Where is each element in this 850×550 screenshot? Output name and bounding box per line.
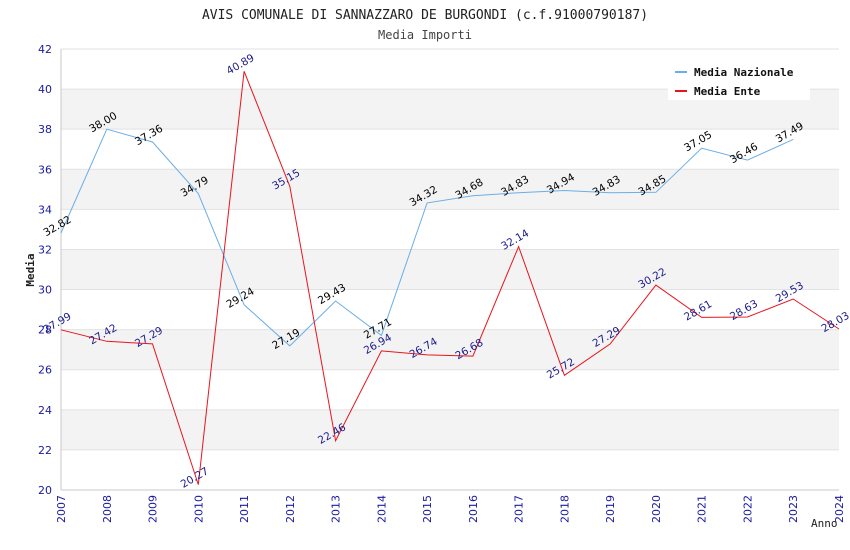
x-tick-label: 2019 [604, 495, 617, 523]
y-tick-label: 38 [38, 123, 52, 136]
x-tick-label: 2018 [558, 495, 571, 523]
legend-label: Media Nazionale [694, 66, 794, 79]
data-label-ente: 20.27 [179, 465, 211, 490]
x-tick-label: 2010 [192, 495, 205, 523]
x-tick-label: 2022 [741, 495, 754, 523]
grid-band [61, 249, 839, 290]
data-label-nazionale: 36.46 [728, 141, 760, 167]
x-tick-label: 2011 [238, 495, 251, 523]
grid-bands [61, 48, 839, 491]
series-line-nazionale [60, 128, 794, 347]
series-lines [60, 71, 840, 485]
x-tick-label: 2013 [330, 495, 343, 523]
y-tick-label: 30 [38, 284, 52, 297]
y-tick-label: 22 [38, 444, 52, 457]
legend-label: Media Ente [694, 85, 761, 98]
y-tick-label: 26 [38, 364, 52, 377]
x-tick-label: 2009 [147, 495, 160, 523]
x-tick-label: 2014 [375, 495, 388, 523]
chart-subtitle: Media Importi [378, 28, 472, 42]
legend: Media Nazionale Media Ente [668, 58, 810, 100]
x-tick-label: 2012 [284, 495, 297, 523]
y-tick-label: 40 [38, 83, 52, 96]
chart-title: AVIS COMUNALE DI SANNAZZARO DE BURGONDI … [202, 8, 648, 23]
y-tick-label: 32 [38, 243, 52, 256]
x-tick-label: 2007 [55, 495, 68, 523]
data-label-ente: 28.61 [682, 298, 714, 323]
axes [60, 49, 839, 491]
x-tick-labels: 2007 2008 2009 2010 2011 2012 2013 2014 2015 2016… [55, 495, 846, 523]
grid-band [61, 169, 839, 210]
x-tick-label: 2021 [696, 495, 709, 523]
y-tick-label: 20 [38, 484, 52, 497]
grid-band [61, 409, 839, 450]
x-axis-label: Anno [811, 517, 838, 530]
legend-box [668, 58, 810, 100]
y-tick-label: 24 [38, 404, 52, 417]
y-axis-label: Media [24, 253, 37, 286]
x-tick-label: 2008 [101, 495, 114, 523]
series-line-ente [60, 71, 840, 485]
x-tick-label: 2015 [421, 495, 434, 523]
y-tick-label: 42 [38, 43, 52, 56]
x-tick-label: 2023 [787, 495, 800, 523]
data-label-ente: 40.89 [225, 52, 257, 77]
y-tick-label: 34 [38, 203, 52, 216]
y-tick-label: 28 [38, 324, 52, 337]
data-label-ente: 32.14 [499, 227, 531, 253]
data-label-ente: 28.63 [728, 298, 760, 323]
x-tick-label: 2020 [650, 495, 663, 523]
x-tick-label: 2024 [833, 495, 846, 523]
y-tick-label: 36 [38, 163, 52, 176]
grid-band [61, 329, 839, 370]
x-tick-label: 2016 [467, 495, 480, 523]
y-tick-labels: 20 22 24 26 28 30 32 34 36 38 40 42 [38, 43, 52, 497]
data-label-nazionale: 32.82 [41, 214, 73, 239]
x-tick-label: 2017 [513, 495, 526, 523]
